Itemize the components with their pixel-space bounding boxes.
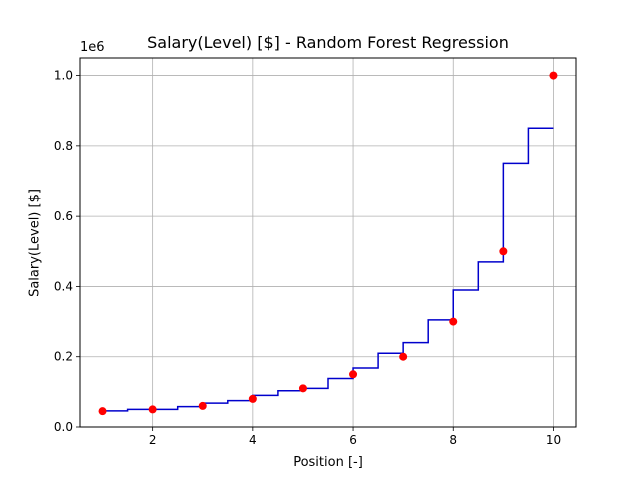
axes-frame [79, 57, 577, 428]
x-tick-label: 8 [449, 433, 457, 447]
scatter-point [98, 407, 107, 416]
scatter-point [248, 394, 257, 403]
y-tick-label: 0.0 [54, 420, 73, 434]
scatter-point [349, 370, 358, 379]
scatter-point [298, 384, 307, 393]
x-tick-label: 4 [249, 433, 257, 447]
scatter-point [198, 401, 207, 410]
y-tick-label: 0.4 [54, 279, 73, 293]
x-tick-label: 2 [149, 433, 157, 447]
x-axis-label: Position [-] [293, 455, 363, 470]
scatter-series [98, 71, 558, 416]
x-tick-label: 6 [349, 433, 357, 447]
scatter-point [399, 352, 408, 361]
scatter-point [549, 71, 558, 80]
x-tick-label: 10 [546, 433, 561, 447]
step-line-series [102, 127, 554, 412]
scatter-point [449, 317, 458, 326]
ticks: 2 4 6 8 10 0.0 0.2 0.4 0.6 0.8 1.0 [54, 69, 561, 447]
y-tick-label: 0.2 [54, 350, 73, 364]
grid [80, 58, 576, 428]
y-tick-label: 0.6 [54, 209, 73, 223]
scatter-point [148, 405, 157, 414]
y-tick-label: 0.8 [54, 139, 73, 153]
chart-title: Salary(Level) [$] - Random Forest Regres… [147, 33, 509, 52]
y-axis-offset-text: 1e6 [80, 40, 105, 55]
y-tick-label: 1.0 [54, 69, 73, 83]
step-line [102, 127, 554, 412]
scatter-point [499, 247, 508, 256]
